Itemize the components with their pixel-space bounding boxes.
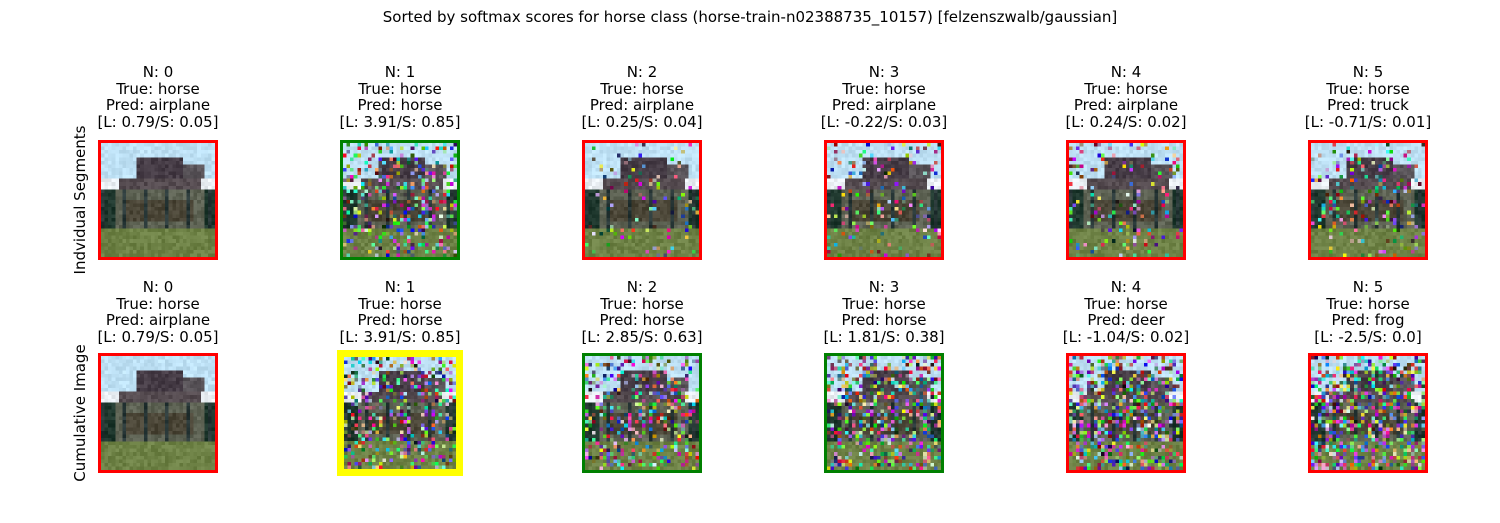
thumbnail-image <box>1066 140 1186 260</box>
caption-n: N: 1 <box>300 64 500 81</box>
caption-n: N: 4 <box>1026 279 1226 296</box>
thumbnail-image <box>340 140 460 260</box>
caption-scores: [L: 3.91/S: 0.85] <box>300 114 500 131</box>
caption-n: N: 5 <box>1268 64 1468 81</box>
caption-true: True: horse <box>300 81 500 98</box>
caption-scores: [L: -2.5/S: 0.0] <box>1268 329 1468 346</box>
caption-scores: [L: 0.79/S: 0.05] <box>58 114 258 131</box>
caption-scores: [L: 3.91/S: 0.85] <box>300 329 500 346</box>
thumbnail-image <box>1066 353 1186 473</box>
caption-pred: Pred: horse <box>300 312 500 329</box>
thumbnail-image <box>1308 140 1428 260</box>
caption-pred: Pred: airplane <box>542 97 742 114</box>
caption-pred: Pred: airplane <box>784 97 984 114</box>
thumbnail-image <box>582 140 702 260</box>
caption-pred: Pred: horse <box>300 97 500 114</box>
thumbnail-image <box>98 140 218 260</box>
caption-scores: [L: -0.71/S: 0.01] <box>1268 114 1468 131</box>
thumbnail-image <box>98 353 218 473</box>
caption-pred: Pred: horse <box>784 312 984 329</box>
caption-true: True: horse <box>300 296 500 313</box>
thumbnail-image <box>824 140 944 260</box>
caption-true: True: horse <box>1026 296 1226 313</box>
figure-title: Sorted by softmax scores for horse class… <box>0 8 1500 26</box>
caption-n: N: 2 <box>542 279 742 296</box>
caption-pred: Pred: truck <box>1268 97 1468 114</box>
caption-n: N: 0 <box>58 279 258 296</box>
caption-pred: Pred: horse <box>542 312 742 329</box>
caption-true: True: horse <box>1026 81 1226 98</box>
thumbnail-image <box>1308 353 1428 473</box>
caption-true: True: horse <box>58 296 258 313</box>
caption-n: N: 5 <box>1268 279 1468 296</box>
caption-scores: [L: 2.85/S: 0.63] <box>542 329 742 346</box>
caption-scores: [L: -1.04/S: 0.02] <box>1026 329 1226 346</box>
caption-scores: [L: 0.25/S: 0.04] <box>542 114 742 131</box>
caption-pred: Pred: deer <box>1026 312 1226 329</box>
caption-true: True: horse <box>784 81 984 98</box>
caption-true: True: horse <box>784 296 984 313</box>
caption-true: True: horse <box>542 81 742 98</box>
caption-true: True: horse <box>58 81 258 98</box>
thumbnail-image <box>582 353 702 473</box>
caption-n: N: 0 <box>58 64 258 81</box>
caption-pred: Pred: airplane <box>58 97 258 114</box>
caption-n: N: 4 <box>1026 64 1226 81</box>
caption-pred: Pred: airplane <box>58 312 258 329</box>
caption-n: N: 3 <box>784 64 984 81</box>
thumbnail-image <box>337 350 463 476</box>
caption-n: N: 1 <box>300 279 500 296</box>
caption-true: True: horse <box>1268 81 1468 98</box>
caption-n: N: 2 <box>542 64 742 81</box>
caption-true: True: horse <box>1268 296 1468 313</box>
caption-scores: [L: -0.22/S: 0.03] <box>784 114 984 131</box>
caption-true: True: horse <box>542 296 742 313</box>
caption-scores: [L: 0.79/S: 0.05] <box>58 329 258 346</box>
caption-scores: [L: 1.81/S: 0.38] <box>784 329 984 346</box>
caption-n: N: 3 <box>784 279 984 296</box>
caption-pred: Pred: frog <box>1268 312 1468 329</box>
caption-scores: [L: 0.24/S: 0.02] <box>1026 114 1226 131</box>
caption-pred: Pred: airplane <box>1026 97 1226 114</box>
thumbnail-image <box>824 353 944 473</box>
